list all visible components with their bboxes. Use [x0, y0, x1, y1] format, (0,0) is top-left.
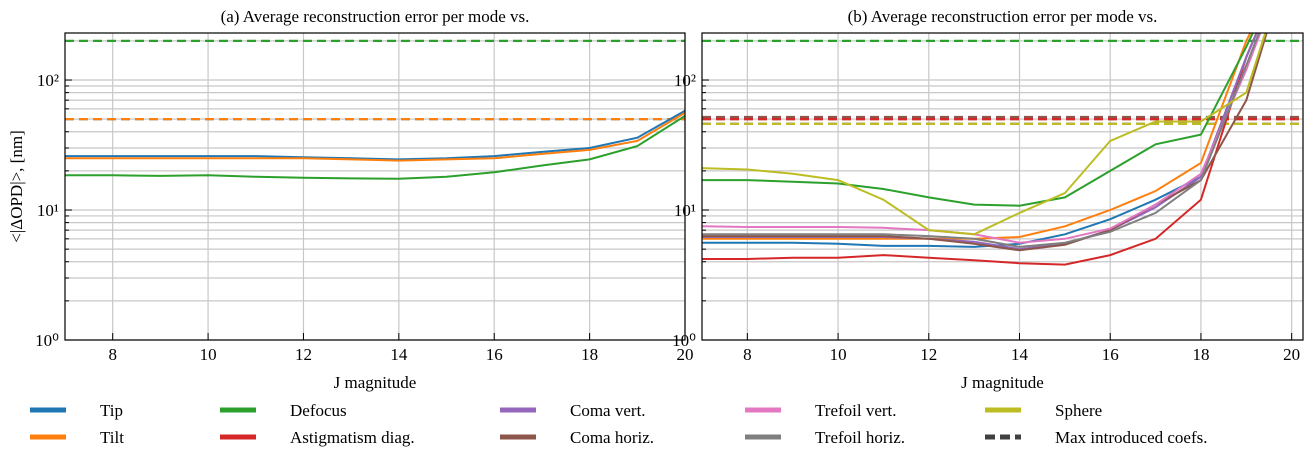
- series-line: [702, 33, 1258, 266]
- legend-label: Coma vert.: [570, 401, 646, 420]
- legend: Tip Tilt Defocus Astigmatism diag. Coma vert…: [30, 401, 1207, 447]
- legend-label: Astigmatism diag.: [290, 428, 415, 447]
- panel-title: (a) Average reconstruction error per mod…: [221, 7, 530, 26]
- plot-area: [702, 33, 1303, 266]
- series-line: [65, 111, 685, 162]
- panel: (b) Average reconstruction error per mod…: [672, 7, 1304, 392]
- x-tick-label: 18: [1192, 345, 1209, 364]
- series-line: [702, 33, 1268, 252]
- legend-label: Trefoil horiz.: [815, 428, 905, 447]
- x-tick-label: 14: [1011, 345, 1029, 364]
- panel-title: (b) Average reconstruction error per mod…: [848, 7, 1158, 26]
- x-tick-label: 20: [677, 345, 694, 364]
- x-tick-label: 12: [920, 345, 937, 364]
- x-tick-label: 20: [1283, 345, 1300, 364]
- legend-label: Tilt: [100, 428, 124, 447]
- y-tick-label: 10⁰: [35, 331, 59, 350]
- x-tick-label: 14: [390, 345, 408, 364]
- legend-label: Max introduced coefs.: [1055, 428, 1207, 447]
- x-tick-label: 8: [743, 345, 752, 364]
- plot-frame: [64, 32, 686, 341]
- x-tick-label: 12: [295, 345, 312, 364]
- series-line: [65, 115, 685, 180]
- y-tick-label: 10²: [37, 71, 59, 90]
- plot-frame: [701, 32, 1304, 341]
- x-tick-label: 10: [200, 345, 217, 364]
- legend-label: Coma horiz.: [570, 428, 654, 447]
- x-axis-label: J magnitude: [334, 373, 417, 392]
- series-line: [702, 33, 1262, 244]
- y-tick-label: 10⁰: [672, 331, 696, 350]
- legend-label: Defocus: [290, 401, 347, 420]
- plot-area: [65, 39, 685, 180]
- legend-label: Sphere: [1055, 401, 1102, 420]
- x-tick-label: 16: [1102, 345, 1119, 364]
- y-tick-label: 10¹: [37, 201, 59, 220]
- series-line: [702, 33, 1261, 248]
- panel: (a) Average reconstruction error per mod…: [7, 7, 694, 392]
- y-tick-label: 10¹: [674, 201, 696, 220]
- y-axis-label: <|ΔOPD|>, [nm]: [7, 130, 26, 242]
- series-line: [65, 109, 685, 161]
- x-tick-label: 8: [108, 345, 117, 364]
- x-axis-label: J magnitude: [961, 373, 1044, 392]
- x-tick-label: 16: [486, 345, 503, 364]
- x-tick-label: 18: [581, 345, 598, 364]
- y-tick-label: 10²: [674, 71, 696, 90]
- series-line: [702, 33, 1267, 236]
- series-line: [702, 33, 1254, 207]
- legend-label: Trefoil vert.: [815, 401, 897, 420]
- legend-label: Tip: [100, 401, 123, 420]
- x-tick-label: 10: [830, 345, 847, 364]
